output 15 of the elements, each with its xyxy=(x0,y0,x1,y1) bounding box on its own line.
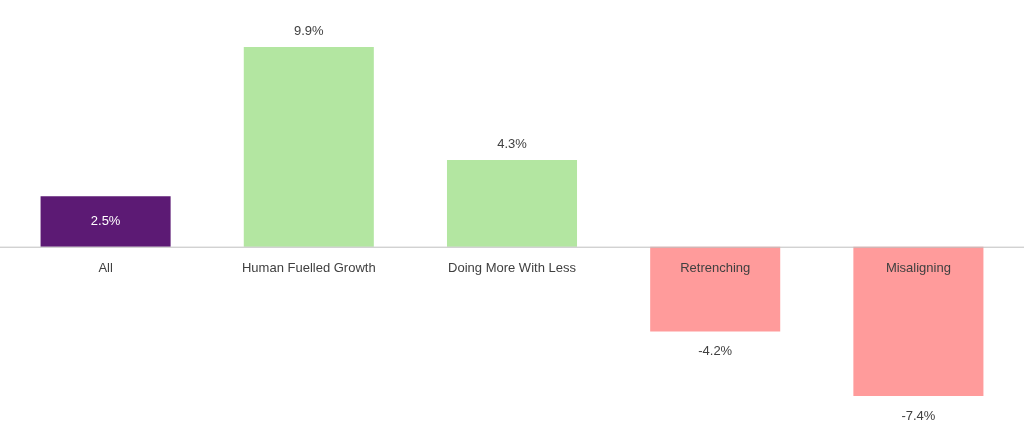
bar xyxy=(650,246,781,332)
x-tick-label: All xyxy=(98,260,113,276)
x-tick-label: Misaligning xyxy=(885,260,951,276)
x-tick-label: Doing More With Less xyxy=(448,260,577,276)
data-label: 4.3% xyxy=(497,135,528,151)
bar xyxy=(853,246,984,396)
data-label: -7.4% xyxy=(901,407,936,423)
bar xyxy=(40,196,171,247)
data-label: -4.2% xyxy=(698,343,733,359)
x-tick-label: Human Fuelled Growth xyxy=(241,260,376,276)
data-label: 9.9% xyxy=(293,22,325,38)
bar xyxy=(446,159,578,247)
data-label: 2.5% xyxy=(90,213,121,229)
bar xyxy=(243,47,374,247)
x-tick-label: Retrenching xyxy=(680,260,751,276)
